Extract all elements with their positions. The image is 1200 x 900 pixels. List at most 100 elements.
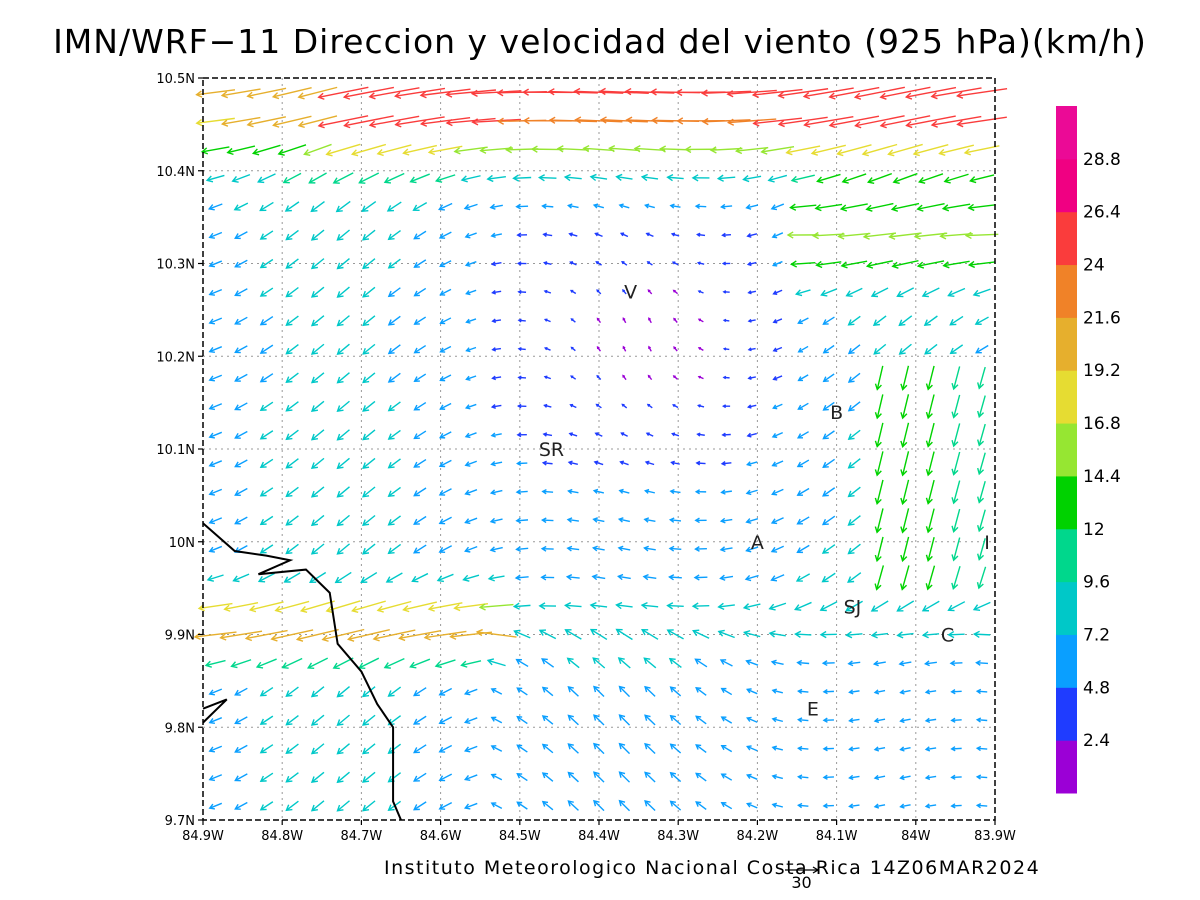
wind-arrow [541, 772, 554, 782]
wind-arrow-head [336, 234, 344, 241]
wind-arrow-shaft [492, 319, 502, 322]
wind-arrow-head [538, 629, 547, 636]
wind-arrow-head [306, 662, 315, 670]
wind-arrow-head [283, 576, 291, 583]
wind-arrow-shaft [644, 686, 656, 697]
wind-arrow [924, 803, 937, 809]
wind-arrow-shaft [388, 258, 401, 269]
wind-arrow-head [491, 318, 497, 324]
wind-arrow-head [244, 633, 253, 642]
wind-arrow-head [671, 261, 676, 265]
wind-arrow-shaft [670, 490, 681, 494]
wind-arrow-head [285, 461, 293, 469]
wind-arrow [949, 315, 964, 326]
wind-arrow [234, 316, 248, 325]
wind-arrow-head [904, 92, 913, 100]
wind-arrow [943, 173, 969, 184]
wind-arrow [283, 572, 301, 583]
wind-arrow-shaft [362, 543, 376, 555]
wind-arrow-shaft [413, 487, 427, 497]
wind-arrow-shaft [952, 565, 961, 589]
wind-arrow-shaft [822, 544, 836, 554]
wind-arrow [464, 261, 477, 267]
wind-arrow [923, 315, 938, 326]
wind-arrow-head [618, 203, 624, 209]
wind-arrow-shaft [539, 176, 557, 179]
wind-arrow-shaft [369, 87, 420, 98]
wind-arrow [208, 231, 223, 239]
wind-arrow [465, 346, 477, 353]
wind-arrow-shaft [797, 661, 810, 665]
wind-arrow-shaft [593, 489, 605, 494]
wind-arrow [285, 286, 299, 298]
wind-arrow-head [285, 490, 293, 498]
wind-arrow [285, 543, 299, 555]
wind-arrow-head [438, 718, 446, 725]
wind-arrow-shaft [491, 461, 503, 466]
wind-arrow-shaft [362, 286, 376, 298]
wind-arrow-shaft [721, 687, 733, 696]
wind-arrow-head [912, 149, 920, 157]
place-label: SJ [844, 597, 862, 619]
wind-arrow-shaft [298, 86, 338, 98]
place-label: I [984, 532, 990, 554]
wind-arrow [899, 689, 911, 695]
wind-arrow-shaft [849, 804, 860, 808]
wind-arrow-shaft [874, 747, 886, 751]
wind-arrow [925, 536, 935, 562]
wind-arrow-shaft [746, 517, 759, 523]
wind-arrow-head [343, 121, 351, 129]
wind-arrow [942, 260, 970, 269]
wind-arrow-shaft [542, 744, 554, 754]
wind-arrow-shaft [399, 629, 441, 640]
wind-arrow-shaft [542, 686, 554, 697]
wind-arrow [438, 687, 453, 696]
wind-arrow-head [486, 658, 495, 666]
wind-arrow-head [593, 685, 600, 693]
wind-arrow-head [874, 497, 882, 506]
wind-arrow [822, 717, 834, 723]
wind-arrow [490, 261, 502, 267]
wind-arrow-shaft [568, 490, 579, 494]
wind-arrow [362, 343, 376, 355]
wind-arrow-shaft [516, 659, 529, 668]
wind-arrow-head [822, 689, 828, 695]
wind-arrow-shaft [873, 343, 887, 355]
wind-arrow [362, 258, 376, 270]
wind-arrow-shaft [773, 403, 783, 409]
wind-arrow-shaft [722, 233, 731, 236]
wind-arrow [310, 514, 325, 527]
wind-arrow [921, 287, 940, 298]
wind-arrow [845, 600, 863, 612]
wind-arrow [977, 481, 986, 504]
wind-arrow-shaft [898, 315, 913, 326]
y-tick-label: 9.9N [165, 629, 195, 644]
wind-arrow-head [259, 233, 267, 240]
wind-arrow [207, 203, 223, 211]
wind-arrow-shaft [234, 487, 248, 496]
wind-arrow [924, 343, 938, 355]
wind-arrow-head [617, 573, 624, 581]
wind-arrow-head [336, 804, 344, 812]
wind-arrow-head [350, 149, 359, 157]
wind-arrow [771, 774, 784, 780]
wind-arrow-shaft [969, 261, 996, 266]
wind-arrow-head [822, 490, 829, 497]
wind-arrow-head [310, 804, 319, 812]
wind-arrow-shaft [492, 376, 502, 380]
wind-arrow-shaft [388, 515, 401, 526]
wind-arrow-head [916, 204, 924, 212]
wind-arrow [643, 517, 656, 523]
wind-arrow-head [675, 88, 683, 97]
wind-arrow [195, 117, 235, 127]
wind-arrow-shaft [772, 232, 784, 238]
wind-arrow-shaft [977, 719, 988, 722]
wind-arrow-head [942, 261, 950, 269]
wind-arrow-shaft [413, 801, 427, 811]
wind-arrow-head [464, 518, 471, 525]
wind-arrow-head [874, 383, 882, 391]
wind-arrow-shaft [948, 633, 965, 636]
wind-arrow-shaft [772, 718, 784, 723]
wind-arrow-shaft [492, 347, 502, 351]
wind-arrow-shaft [645, 461, 655, 466]
